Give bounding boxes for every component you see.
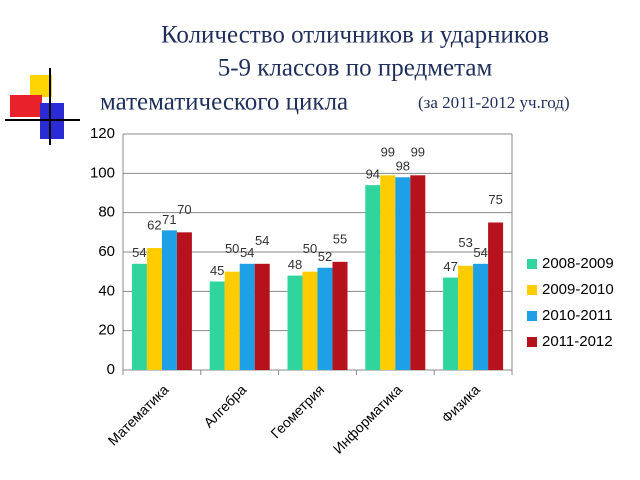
data-label: 53: [458, 235, 472, 250]
data-label: 75: [488, 192, 502, 207]
x-tick-label: Алгебра: [200, 381, 249, 430]
deco-square: [30, 75, 52, 97]
data-label: 54: [255, 233, 269, 248]
data-label: 98: [396, 159, 410, 174]
data-label: 54: [473, 245, 487, 260]
bar: [209, 281, 225, 370]
bar: [473, 263, 489, 370]
bar: [239, 263, 255, 370]
data-label: 99: [381, 145, 395, 160]
data-label: 50: [303, 241, 317, 256]
bar: [395, 177, 411, 370]
data-label: 55: [333, 231, 347, 246]
data-label: 47: [443, 259, 457, 274]
y-tick-label: 60: [98, 243, 115, 260]
x-tick-label: Физика: [438, 381, 483, 426]
data-label: 50: [225, 241, 239, 256]
title-line: Количество отличников и ударников: [161, 22, 549, 49]
bar: [146, 248, 162, 370]
bar: [380, 175, 396, 370]
bar: [287, 275, 303, 370]
deco-square: [10, 95, 42, 117]
y-tick-label: 20: [98, 322, 115, 339]
bar: [161, 230, 177, 370]
y-tick-label: 120: [90, 125, 115, 142]
bar: [443, 277, 459, 370]
data-label: 54: [240, 245, 254, 260]
bar: [302, 271, 318, 370]
data-label: 52: [318, 249, 332, 264]
bar: [488, 222, 504, 370]
bar: [254, 263, 270, 370]
y-tick-label: 100: [90, 164, 115, 181]
bar: [410, 175, 426, 370]
data-label: 70: [177, 202, 191, 217]
data-label: 94: [366, 167, 380, 182]
data-label: 45: [210, 263, 224, 278]
legend-label: 2010-2011: [542, 307, 613, 324]
bar: [332, 261, 348, 370]
bar: [458, 265, 474, 370]
bar: [224, 271, 240, 370]
legend-swatch: [527, 259, 537, 269]
bar: [131, 263, 147, 370]
x-tick-label: Геометрия: [267, 381, 327, 441]
legend-label: 2011-2012: [542, 333, 613, 350]
legend-swatch: [527, 337, 537, 347]
legend-label: 2009-2010: [542, 281, 614, 298]
data-label: 99: [411, 145, 425, 160]
title-line: 5-9 классов по предметам: [218, 55, 493, 82]
x-tick-label: Информатика: [330, 381, 405, 456]
x-tick-label: Математика: [105, 381, 172, 448]
legend-swatch: [527, 285, 537, 295]
y-tick-label: 80: [98, 204, 115, 221]
data-label: 48: [288, 257, 302, 272]
data-label: 62: [147, 218, 161, 233]
y-tick-label: 0: [107, 361, 115, 378]
data-label: 71: [162, 212, 176, 227]
decoration: [5, 68, 80, 145]
bar: [365, 185, 381, 370]
bar: [176, 232, 192, 370]
title-line: математического цикла: [100, 89, 348, 116]
legend-label: 2008-2009: [542, 255, 614, 272]
y-tick-label: 40: [98, 282, 115, 299]
bar: [317, 267, 333, 370]
data-label: 54: [132, 245, 146, 260]
legend-swatch: [527, 311, 537, 321]
title-note: (за 2011-2012 уч.год): [418, 93, 570, 112]
